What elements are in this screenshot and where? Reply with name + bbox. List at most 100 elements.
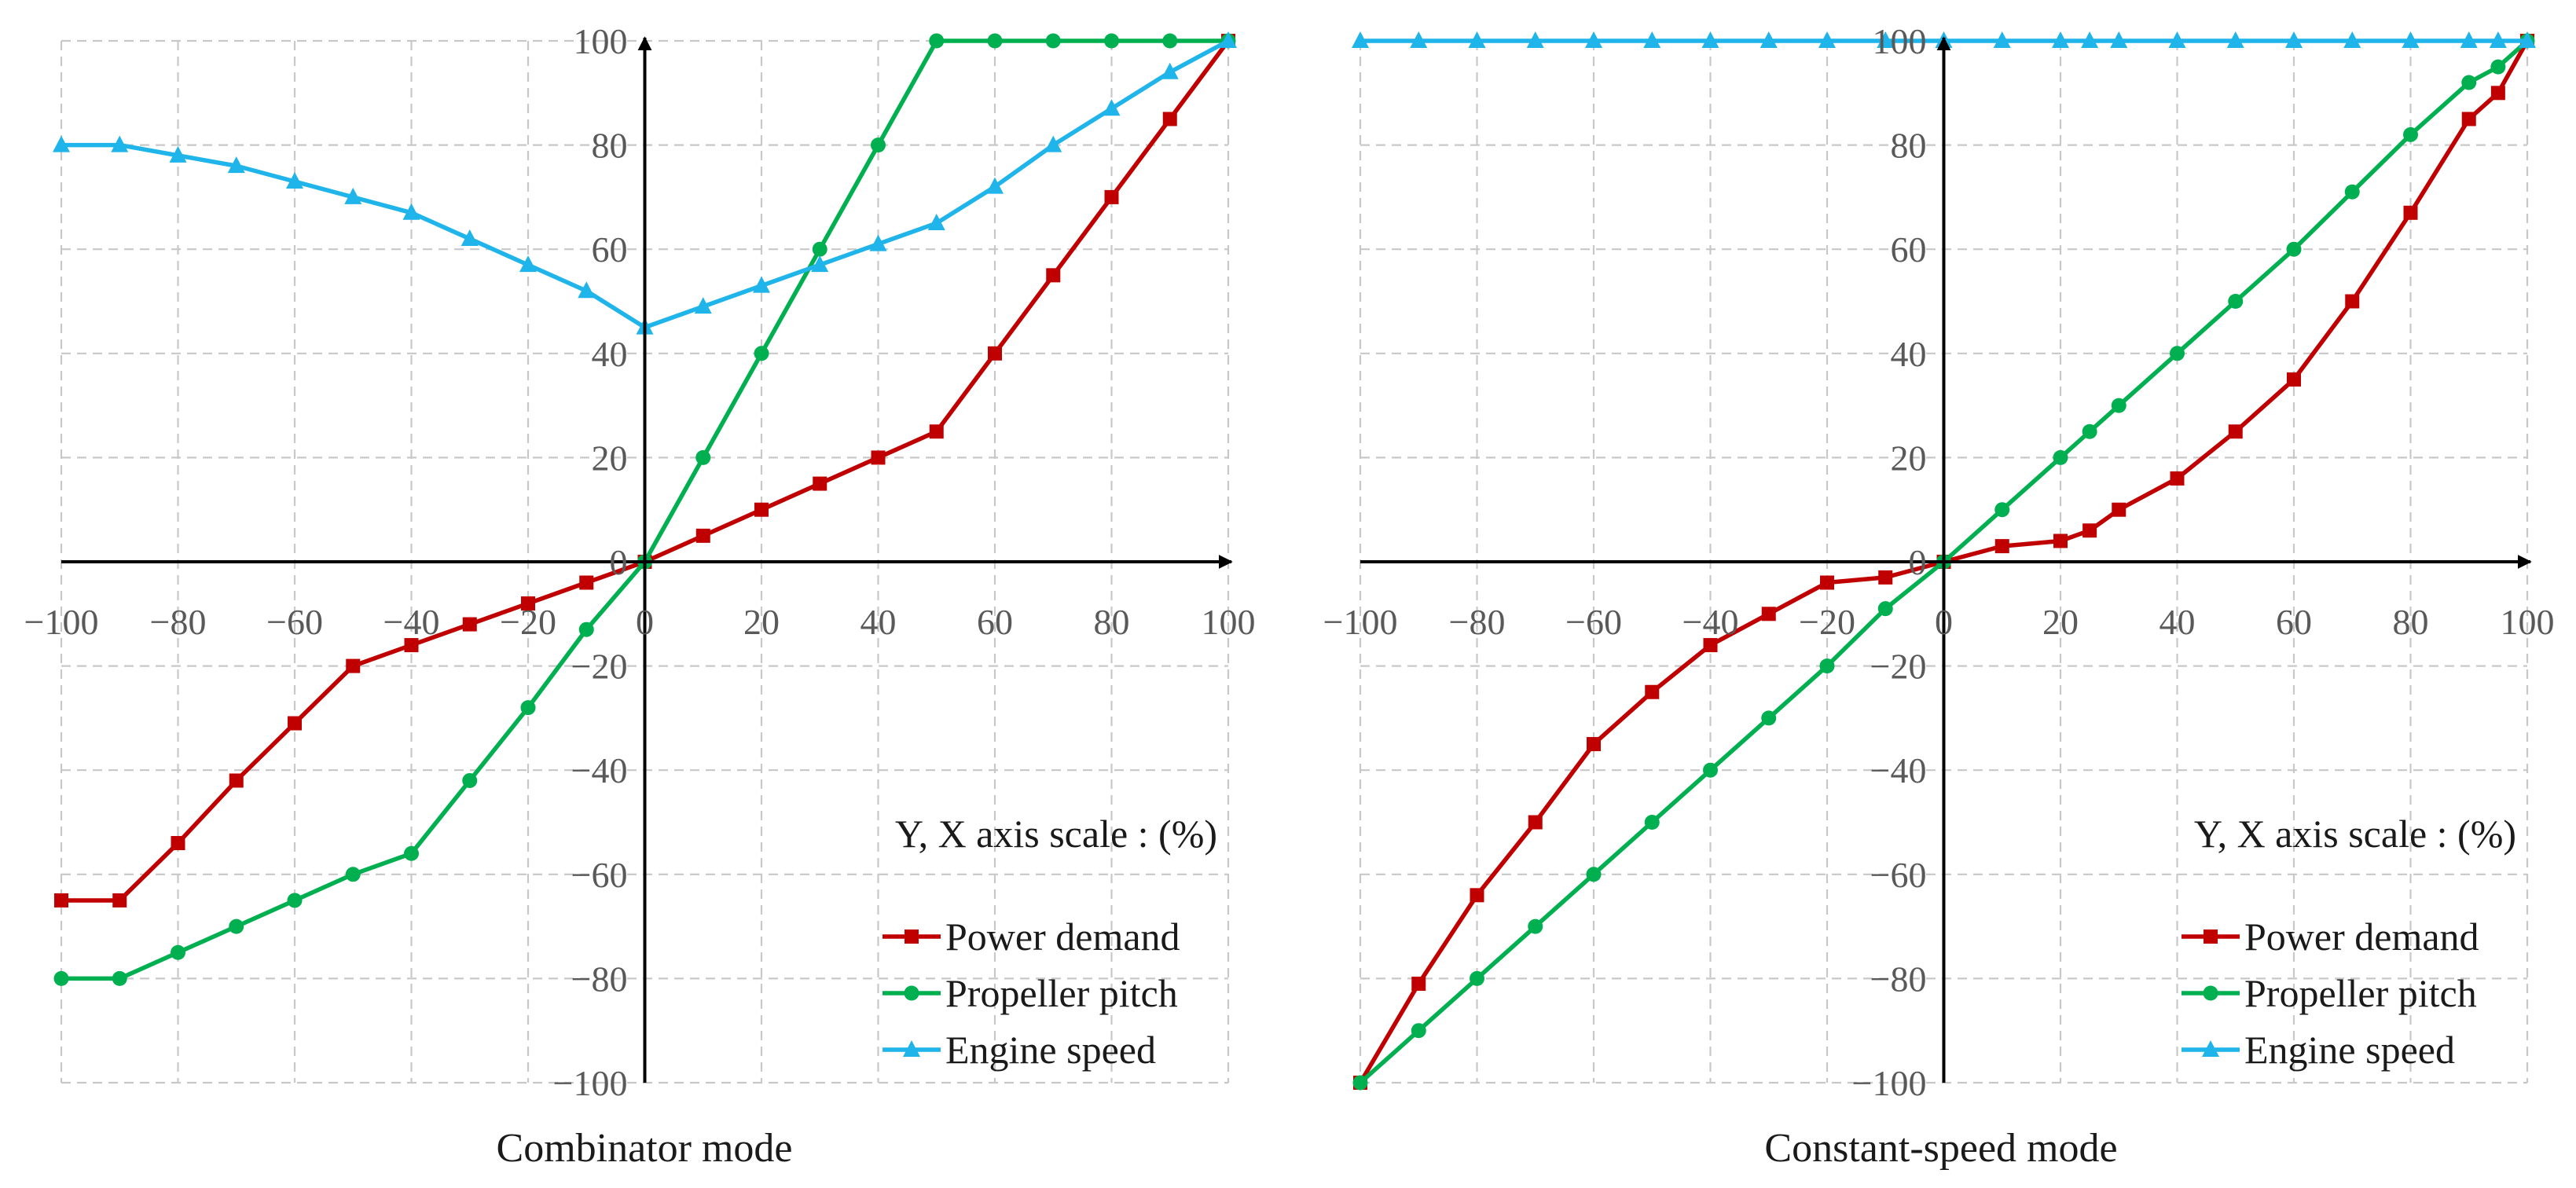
y-tick-label: −20 [1870, 647, 1927, 687]
power-demand-point [1411, 977, 1426, 992]
power-demand-point [871, 450, 886, 465]
propeller-pitch-point [287, 893, 303, 908]
propeller-pitch-point [1819, 658, 1835, 674]
power-demand-point [695, 528, 710, 543]
engine-speed-point [2052, 31, 2069, 48]
propeller-pitch-point [2403, 126, 2418, 142]
power-demand-point [288, 716, 302, 731]
engine-speed-point [1585, 31, 1602, 48]
propeller-pitch-point [1644, 815, 1660, 830]
engine-speed-point [1701, 31, 1719, 48]
power-demand-point [1645, 684, 1660, 699]
legend-item-engine-speed: Engine speed [2182, 1028, 2455, 1072]
engine-speed-point [1044, 135, 1062, 152]
engine-speed-point [519, 255, 537, 273]
engine-speed-point [1352, 31, 1369, 48]
x-tick-label: 20 [2042, 602, 2079, 642]
propeller-pitch-point [1411, 1023, 1426, 1039]
legend-label: Power demand [2244, 915, 2479, 959]
y-tick-label: −80 [571, 959, 628, 999]
x-tick-label: 100 [2501, 602, 2555, 642]
propeller-pitch-point [2082, 424, 2097, 439]
propeller-pitch-point [812, 241, 827, 257]
propeller-pitch-point [1470, 970, 1484, 986]
propeller-pitch-point [1586, 867, 1602, 882]
x-tick-label: 0 [1935, 602, 1953, 642]
power-demand-point [2461, 112, 2476, 126]
y-tick-label: 20 [592, 438, 628, 478]
engine-speed-point [227, 156, 245, 174]
engine-speed-point [2519, 31, 2536, 48]
y-tick-label: 40 [1891, 334, 1927, 374]
power-demand-point [2403, 205, 2418, 220]
legend-item-propeller-pitch: Propeller pitch [2182, 971, 2477, 1015]
power-demand-point [1587, 737, 1601, 752]
propeller-pitch-point [1528, 918, 1543, 934]
engine-speed-point [1760, 31, 1778, 48]
propeller-pitch-point [578, 622, 594, 637]
legend-label: Propeller pitch [945, 971, 1178, 1015]
power-demand-point [229, 773, 244, 788]
legend-swatch-marker [903, 1040, 920, 1057]
power-demand-point [462, 617, 477, 632]
engine-speed-point [1877, 31, 1895, 48]
engine-speed-point [111, 135, 129, 152]
power-demand-point [2053, 534, 2068, 548]
engine-speed-point [1468, 31, 1486, 48]
x-tick-label: 0 [636, 602, 654, 642]
power-demand-point [988, 346, 1002, 361]
x-tick-label: −40 [383, 602, 440, 642]
y-tick-label: 20 [1891, 438, 1927, 478]
propeller-pitch-point [1352, 1075, 1368, 1091]
power-demand-point [2228, 424, 2243, 439]
series-engine-speed [1352, 31, 2536, 48]
axis-scale-note: Y, X axis scale : (%) [895, 812, 1217, 856]
propeller-pitch-point [1703, 762, 1718, 778]
propeller-pitch-point [1761, 710, 1777, 726]
propeller-pitch-point [53, 970, 69, 986]
power-demand-point [1528, 815, 1543, 830]
propeller-pitch-point [2111, 398, 2126, 413]
engine-speed-point [869, 234, 887, 251]
x-tick-label: 20 [743, 602, 780, 642]
y-tick-label: −100 [1852, 1063, 1927, 1103]
propeller-pitch-point [2490, 59, 2506, 75]
engine-speed-point [2402, 31, 2420, 48]
y-tick-label: −60 [571, 855, 628, 895]
legend-label: Engine speed [945, 1028, 1156, 1072]
axis-scale-note: Y, X axis scale : (%) [2194, 812, 2516, 856]
propeller-pitch-point [2228, 294, 2244, 309]
power-demand-point [346, 658, 361, 673]
propeller-pitch-point [520, 700, 536, 716]
y-tick-label: 0 [1909, 542, 1927, 582]
x-tick-label: 100 [1202, 602, 1256, 642]
x-tick-label: 60 [2276, 602, 2312, 642]
legend: Power demand Propeller pitch Engine speed [883, 915, 1180, 1072]
y-tick-label: 80 [1891, 126, 1927, 166]
power-demand-point [813, 476, 827, 491]
propeller-pitch-point [929, 33, 945, 49]
x-tick-label: 80 [1094, 602, 1130, 642]
legend-swatch-marker [2204, 930, 2218, 944]
power-demand-point [1761, 607, 1776, 622]
x-tick-label: −20 [500, 602, 556, 642]
engine-speed-point [1220, 31, 1237, 48]
power-demand-point [1820, 575, 1834, 590]
power-demand-point [1104, 189, 1119, 204]
legend: Power demand Propeller pitch Engine speed [2182, 915, 2479, 1072]
x-tick-label: −100 [24, 602, 99, 642]
y-tick-label: −100 [553, 1063, 628, 1103]
propeller-pitch-point [754, 346, 769, 361]
engine-speed-point [461, 229, 479, 246]
power-demand-point [1703, 638, 1718, 653]
x-tick-label: −20 [1799, 602, 1855, 642]
propeller-pitch-point [1162, 33, 1178, 49]
x-tick-label: −60 [1565, 602, 1622, 642]
propeller-pitch-point [1877, 601, 1893, 617]
legend-item-propeller-pitch: Propeller pitch [883, 971, 1178, 1015]
engine-speed-point [1993, 31, 2011, 48]
power-demand-point [112, 893, 127, 908]
power-demand-point [2112, 502, 2126, 517]
propeller-pitch-point [1104, 33, 1119, 49]
y-tick-label: −80 [1870, 959, 1927, 999]
